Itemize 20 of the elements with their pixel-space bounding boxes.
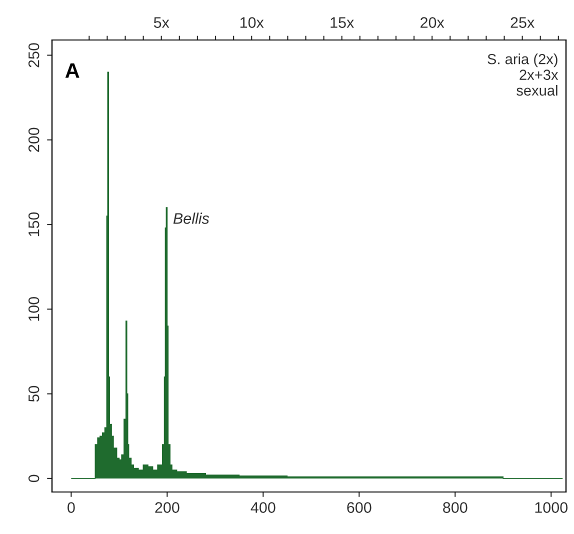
y-tick-label: 100 (28, 297, 40, 321)
y-tick-label: 0 (28, 474, 40, 482)
x-tick-label: 800 (443, 502, 468, 513)
x-tick-label: 200 (155, 502, 180, 513)
annotation: S. aria (2x) 2x+3x sexual (488, 54, 558, 96)
y-tick-label: 250 (28, 43, 40, 68)
x2-tick-label: 25x (510, 17, 534, 28)
annotation: A (65, 63, 80, 78)
y-tick-label: 200 (28, 128, 40, 152)
x-tick-label: 600 (347, 502, 372, 513)
x2-tick-label: 10x (240, 17, 264, 28)
annotation: Bellis (173, 212, 210, 224)
x2-tick-label: 5x (154, 17, 170, 28)
x-tick-label: 400 (250, 502, 276, 513)
y-tick-label: 50 (28, 386, 40, 402)
x-tick-label: 1000 (535, 502, 568, 513)
y-tick-label: 150 (28, 212, 40, 236)
x2-tick-label: 20x (420, 17, 444, 28)
x-tick-label: 0 (68, 502, 75, 513)
x2-tick-label: 15x (330, 17, 354, 28)
